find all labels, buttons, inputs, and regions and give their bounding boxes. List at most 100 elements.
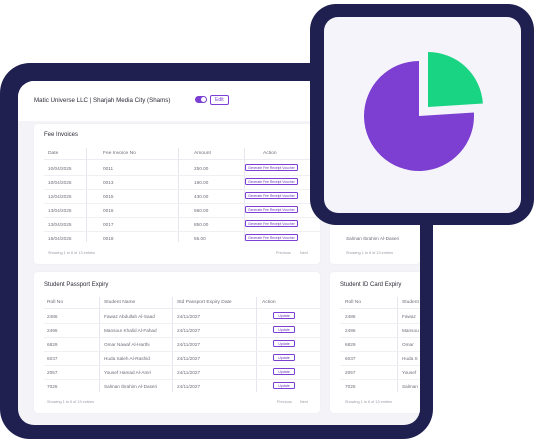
pie-chart-icon (364, 52, 483, 171)
cell-roll: 2057 (345, 370, 356, 375)
generate-voucher-button[interactable]: Generate Fee Receipt Voucher (245, 220, 298, 227)
cell-invoice-no: 0016 (103, 208, 114, 213)
cell-amount: 560.00 (194, 208, 209, 213)
next-button[interactable]: Next (300, 251, 308, 255)
cell-name: Huda S (402, 356, 418, 361)
passport-header: Roll No Student Name Std Passport Expiry… (44, 297, 320, 309)
col-divider (172, 297, 173, 392)
generate-voucher-button[interactable]: Generate Fee Receipt Voucher (245, 164, 298, 171)
row-divider (340, 323, 420, 324)
col-divider (99, 297, 100, 392)
row-divider (44, 351, 320, 352)
update-button[interactable]: Update (273, 382, 295, 389)
passport-expiry-card: Student Passport Expiry Roll No Student … (34, 272, 320, 413)
col-passport-date: Std Passport Expiry Date (177, 300, 232, 305)
cell-invoice-no: 0011 (103, 166, 114, 171)
update-button[interactable]: Update (273, 326, 295, 333)
cell-name: Mansou (402, 328, 419, 333)
cell-name: Salman (402, 384, 418, 389)
col-student-name: Student Name (104, 300, 136, 305)
cell-name: Omar Nawaf Al-Harthi (104, 342, 150, 347)
cell-date: 13/04/2025 (48, 208, 72, 213)
cell-amount: 55.00 (194, 236, 206, 241)
id-card-entries: Showing 1 to 6 of 13 entries (345, 400, 393, 404)
previous-button[interactable]: Previous (276, 251, 291, 255)
row-divider (44, 203, 320, 204)
col-date: Date (48, 151, 59, 156)
cell-roll: 6829 (47, 342, 58, 347)
cell-roll: 2057 (47, 370, 58, 375)
cell-amount: 850.00 (194, 222, 209, 227)
row-divider (340, 379, 420, 380)
col-divider (178, 148, 179, 242)
generate-voucher-button[interactable]: Generate Fee Receipt Voucher (245, 178, 298, 185)
edit-button[interactable]: Edit (210, 95, 229, 105)
row-divider (44, 379, 320, 380)
row-divider (340, 351, 420, 352)
company-toggle[interactable] (195, 96, 207, 103)
id-card-expiry-title: Student ID Card Expiry (340, 282, 402, 288)
previous-button[interactable]: Previous (277, 400, 292, 404)
update-button[interactable]: Update (273, 354, 295, 361)
col-roll-no: Roll No (345, 300, 362, 305)
cell-date: 24/11/2027 (177, 356, 201, 361)
fee-invoices-entries: Showing 1 to 6 of 13 entries (48, 251, 96, 255)
company-name: Matic Universe LLC | Sharjah Media City … (34, 97, 171, 104)
col-action: Action (262, 300, 276, 305)
cell-roll: 6829 (345, 342, 356, 347)
id-card-header: Roll No Student (340, 297, 420, 309)
generate-voucher-button[interactable]: Generate Fee Receipt Voucher (245, 234, 298, 241)
cell-date: 24/11/2027 (177, 328, 201, 333)
col-fee-invoice-no: Fee Invoice No (103, 151, 136, 156)
cell-roll: 2496 (47, 328, 58, 333)
cell-roll: 2486 (47, 314, 58, 319)
pie-slice-purple (364, 61, 474, 171)
cell-amount: 430.00 (194, 194, 209, 199)
row-divider (44, 175, 320, 176)
cell-roll: 6037 (47, 356, 58, 361)
passport-expiry-title: Student Passport Expiry (44, 282, 109, 288)
cell-invoice-no: 0015 (103, 194, 114, 199)
cell-name: Fawaz (402, 314, 416, 319)
cell-date: 10/04/2025 (48, 180, 72, 185)
cell-name: Yousef Hamad Al-Amri (104, 370, 151, 375)
cell-roll: 6037 (345, 356, 356, 361)
row-divider (44, 365, 320, 366)
cell-date: 24/11/2027 (177, 314, 201, 319)
cell-date: 15/04/2025 (48, 236, 72, 241)
generate-voucher-button[interactable]: Generate Fee Receipt Voucher (245, 192, 298, 199)
cell-roll: 7026 (345, 384, 356, 389)
col-action: Action (263, 151, 277, 156)
cell-roll: 7026 (47, 384, 58, 389)
cell-name: Yousef (402, 370, 417, 375)
row-divider (340, 337, 420, 338)
update-button[interactable]: Update (273, 340, 295, 347)
cell-amount: 190.00 (194, 180, 209, 185)
update-button[interactable]: Update (273, 312, 295, 319)
cell-roll: 2486 (345, 314, 356, 319)
col-divider (244, 148, 245, 242)
cell-invoice-no: 0017 (103, 222, 114, 227)
cell-invoice-no: 0013 (103, 180, 114, 185)
next-button[interactable]: Next (300, 400, 308, 404)
summary-entries: Showing 1 to 6 of 13 entries (346, 251, 394, 255)
summary-name: Salman Ibrahim Al-Daseri (346, 236, 400, 241)
cell-name: Huda Saleh Al-Rashid (104, 356, 150, 361)
cell-date: 24/11/2027 (177, 342, 201, 347)
pie-tile (324, 17, 521, 213)
row-divider (340, 365, 420, 366)
row-divider (44, 189, 320, 190)
col-divider (256, 297, 257, 392)
fee-invoices-card: Fee Invoices Date Fee Invoice No Amount … (34, 124, 320, 264)
cell-date: 24/11/2027 (177, 370, 201, 375)
row-divider (44, 217, 320, 218)
row-divider (44, 337, 320, 338)
pie-slice-green (428, 52, 483, 107)
generate-voucher-button[interactable]: Generate Fee Receipt Voucher (245, 206, 298, 213)
col-divider (397, 297, 398, 392)
cell-name: Omar (402, 342, 414, 347)
cell-name: Salman Ibrahim Al-Daseri (104, 384, 158, 389)
update-button[interactable]: Update (273, 368, 295, 375)
cell-date: 12/04/2025 (48, 194, 72, 199)
